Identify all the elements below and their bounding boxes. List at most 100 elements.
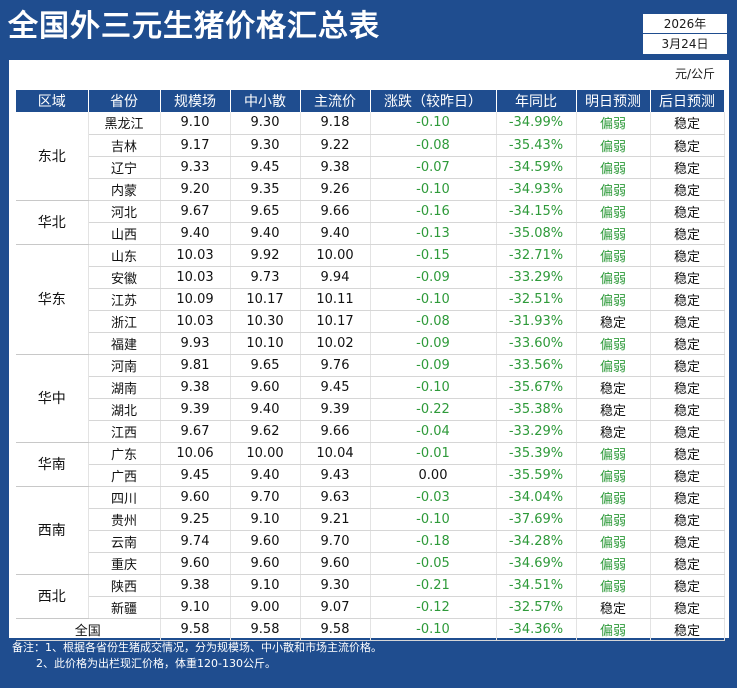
tomorrow-forecast: 偏弱	[576, 464, 651, 487]
small-farm-price: 9.10	[230, 574, 301, 597]
small-farm-price: 9.58	[230, 618, 301, 641]
after-tomorrow-forecast: 稳定	[650, 288, 725, 311]
large-farm-price: 9.93	[160, 332, 231, 355]
change-cell: -0.09	[370, 354, 497, 377]
page-title: 全国外三元生猪价格汇总表	[8, 9, 380, 44]
large-farm-price: 9.39	[160, 398, 231, 421]
after-tomorrow-forecast: 稳定	[650, 464, 725, 487]
main-price: 10.00	[300, 244, 371, 267]
change-cell: -0.10	[370, 376, 497, 399]
after-tomorrow-forecast: 稳定	[650, 332, 725, 355]
main-price: 9.76	[300, 354, 371, 377]
province-cell: 云南	[88, 530, 161, 553]
main-price: 9.22	[300, 134, 371, 157]
change-cell: -0.05	[370, 552, 497, 575]
change-cell: -0.18	[370, 530, 497, 553]
yoy-cell: -32.57%	[496, 596, 577, 619]
after-tomorrow-forecast: 稳定	[650, 376, 725, 399]
small-farm-price: 9.40	[230, 464, 301, 487]
main-price: 9.40	[300, 222, 371, 245]
region-cell: 华中	[16, 354, 89, 443]
table-row: 华北 河北 9.67 9.65 9.66 -0.16 -34.15% 偏弱 稳定	[16, 200, 725, 245]
tomorrow-forecast: 偏弱	[576, 442, 651, 465]
change-cell: -0.13	[370, 222, 497, 245]
change-cell: -0.16	[370, 200, 497, 223]
large-farm-price: 9.38	[160, 574, 231, 597]
region-cell: 西北	[16, 574, 89, 619]
footnote-1: 备注：1、根据各省份生猪成交情况，分为规模场、中小散和市场主流价格。	[12, 641, 382, 654]
col-header: 年同比	[496, 90, 577, 112]
table-row: 湖北 9.39 9.40 9.39 -0.22 -35.38% 稳定 稳定	[16, 398, 725, 421]
national-label: 全国	[16, 618, 161, 641]
province-cell: 广东	[88, 442, 161, 465]
large-farm-price: 10.03	[160, 244, 231, 267]
yoy-cell: -35.43%	[496, 134, 577, 157]
yoy-cell: -37.69%	[496, 508, 577, 531]
province-cell: 黑龙江	[88, 112, 161, 135]
large-farm-price: 9.60	[160, 552, 231, 575]
after-tomorrow-forecast: 稳定	[650, 200, 725, 223]
main-price: 9.26	[300, 178, 371, 201]
yoy-cell: -33.29%	[496, 420, 577, 443]
province-cell: 江西	[88, 420, 161, 443]
small-farm-price: 9.60	[230, 376, 301, 399]
table-row: 贵州 9.25 9.10 9.21 -0.10 -37.69% 偏弱 稳定	[16, 508, 725, 531]
price-table: 区域 省份 规模场 中小散 主流价 涨跌（较昨日） 年同比 明日预测 后日预测 …	[16, 90, 725, 641]
small-farm-price: 9.60	[230, 530, 301, 553]
province-cell: 安徽	[88, 266, 161, 289]
province-cell: 山东	[88, 244, 161, 267]
after-tomorrow-forecast: 稳定	[650, 156, 725, 179]
small-farm-price: 10.17	[230, 288, 301, 311]
tomorrow-forecast: 偏弱	[576, 222, 651, 245]
change-cell: -0.12	[370, 596, 497, 619]
main-price: 9.07	[300, 596, 371, 619]
province-cell: 湖北	[88, 398, 161, 421]
date-box: 2026年 3月24日	[642, 13, 728, 55]
tomorrow-forecast: 稳定	[576, 376, 651, 399]
table-row: 华中 河南 9.81 9.65 9.76 -0.09 -33.56% 偏弱 稳定	[16, 354, 725, 443]
main-price: 9.21	[300, 508, 371, 531]
table-row: 广西 9.45 9.40 9.43 0.00 -35.59% 偏弱 稳定	[16, 464, 725, 487]
province-cell: 山西	[88, 222, 161, 245]
change-cell: -0.08	[370, 310, 497, 333]
main-price: 9.30	[300, 574, 371, 597]
main-price: 10.17	[300, 310, 371, 333]
after-tomorrow-forecast: 稳定	[650, 486, 725, 509]
change-cell: -0.01	[370, 442, 497, 465]
province-cell: 新疆	[88, 596, 161, 619]
date-month-day: 3月24日	[661, 37, 709, 51]
table-row: 华南 广东 10.06 10.00 10.04 -0.01 -35.39% 偏弱 稳定	[16, 442, 725, 487]
main-price: 9.43	[300, 464, 371, 487]
small-farm-price: 9.00	[230, 596, 301, 619]
yoy-cell: -34.99%	[496, 112, 577, 135]
main-price: 10.11	[300, 288, 371, 311]
table-row: 福建 9.93 10.10 10.02 -0.09 -33.60% 偏弱 稳定	[16, 332, 725, 355]
after-tomorrow-forecast: 稳定	[650, 530, 725, 553]
table-row: 江苏 10.09 10.17 10.11 -0.10 -32.51% 偏弱 稳定	[16, 288, 725, 311]
tomorrow-forecast: 偏弱	[576, 530, 651, 553]
yoy-cell: -34.15%	[496, 200, 577, 223]
table-row: 东北 黑龙江 9.10 9.30 9.18 -0.10 -34.99% 偏弱 稳定	[16, 112, 725, 201]
yoy-cell: -35.39%	[496, 442, 577, 465]
tomorrow-forecast: 偏弱	[576, 178, 651, 201]
province-cell: 江苏	[88, 288, 161, 311]
change-cell: -0.10	[370, 288, 497, 311]
province-cell: 陕西	[88, 574, 161, 597]
large-farm-price: 9.67	[160, 200, 231, 223]
province-cell: 河北	[88, 200, 161, 223]
after-tomorrow-forecast: 稳定	[650, 354, 725, 377]
small-farm-price: 9.65	[230, 200, 301, 223]
yoy-cell: -31.93%	[496, 310, 577, 333]
large-farm-price: 10.03	[160, 310, 231, 333]
yoy-cell: -35.38%	[496, 398, 577, 421]
large-farm-price: 9.38	[160, 376, 231, 399]
tomorrow-forecast: 偏弱	[576, 332, 651, 355]
col-header: 主流价	[300, 90, 371, 112]
change-cell: -0.22	[370, 398, 497, 421]
tomorrow-forecast: 稳定	[576, 310, 651, 333]
table-row: 重庆 9.60 9.60 9.60 -0.05 -34.69% 偏弱 稳定	[16, 552, 725, 575]
small-farm-price: 9.40	[230, 222, 301, 245]
national-row: 全国 9.58 9.58 9.58 -0.10 -34.36% 偏弱 稳定	[16, 618, 725, 641]
table-row: 云南 9.74 9.60 9.70 -0.18 -34.28% 偏弱 稳定	[16, 530, 725, 553]
small-farm-price: 9.40	[230, 398, 301, 421]
